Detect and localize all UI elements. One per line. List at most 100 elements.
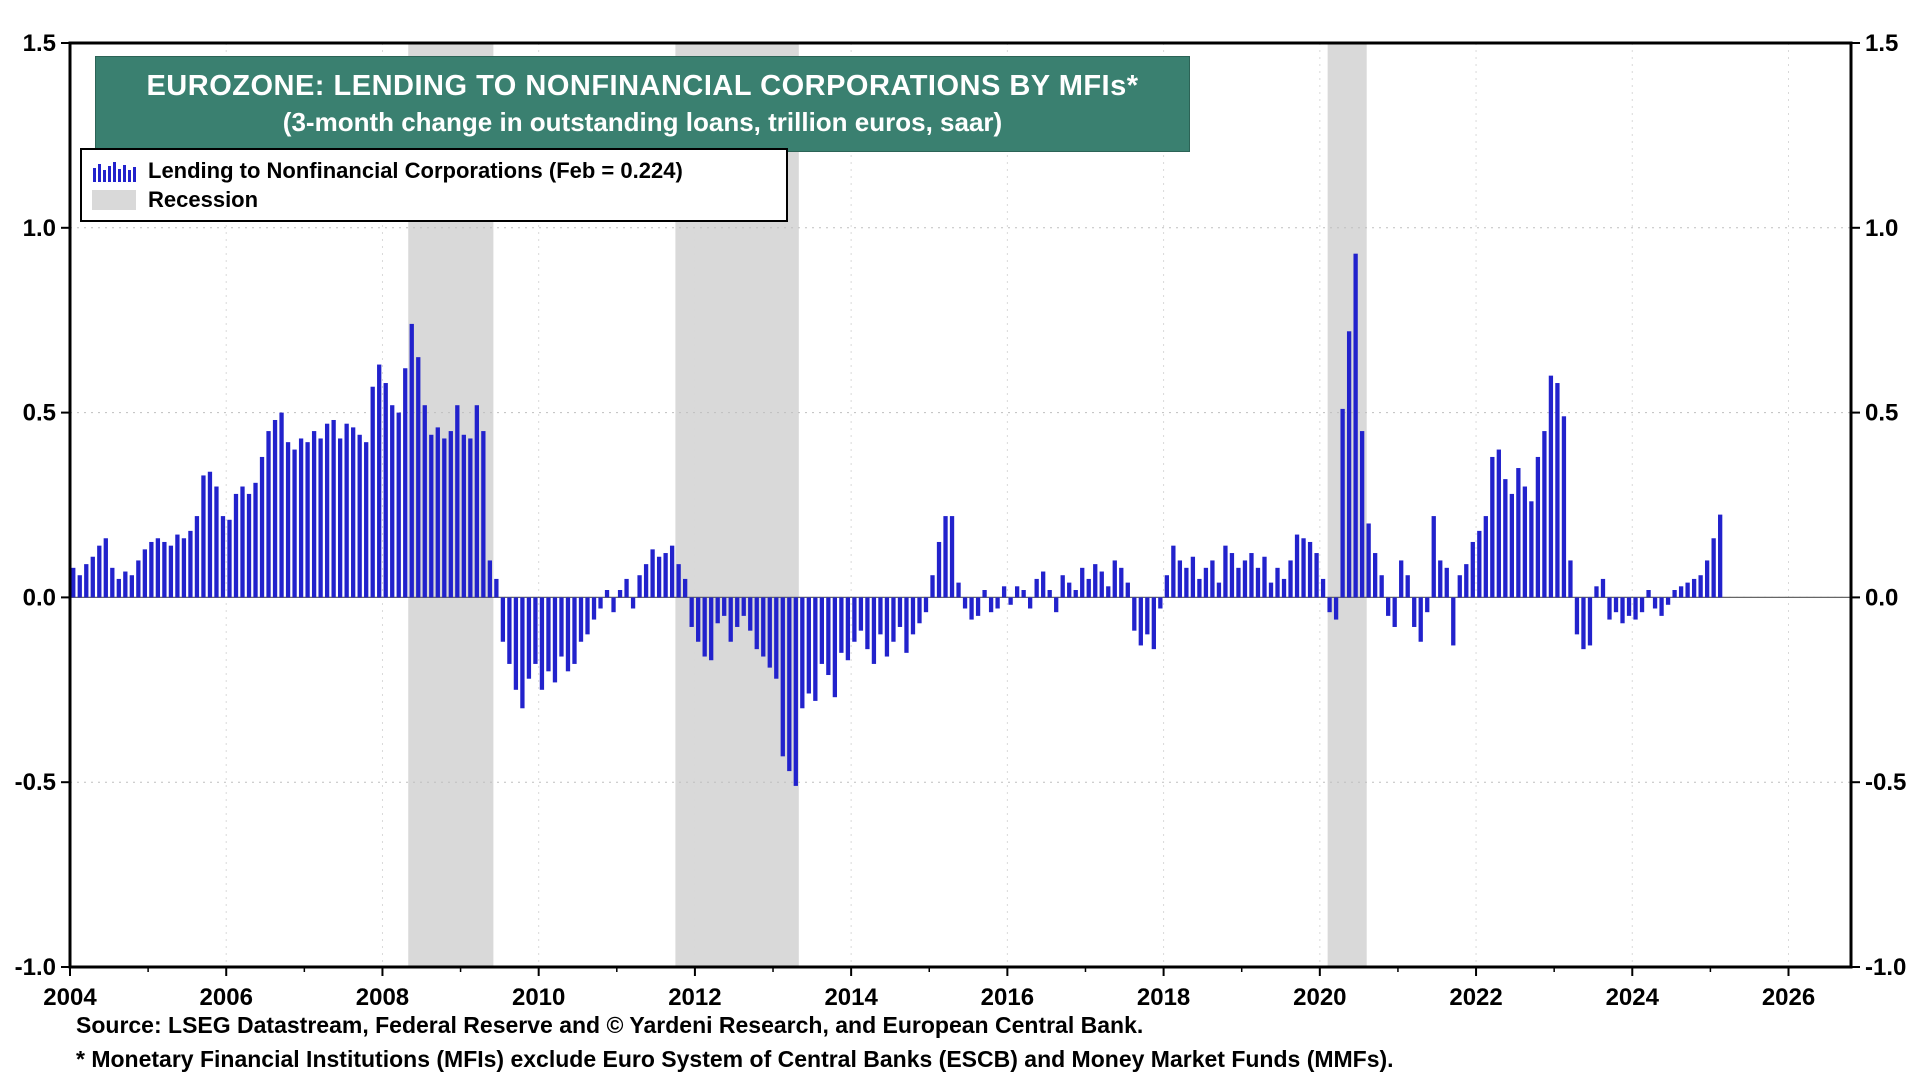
bar <box>884 597 890 657</box>
bar <box>305 442 310 598</box>
bar <box>383 383 388 598</box>
bar <box>995 597 1000 609</box>
bar <box>871 597 877 664</box>
bar <box>604 590 610 598</box>
chart-subtitle: (3-month change in outstanding loans, tr… <box>282 107 1003 137</box>
bar <box>1216 582 1222 598</box>
bar <box>279 412 284 598</box>
bar <box>923 597 929 613</box>
bar <box>682 578 688 598</box>
y-axis-label-right: 0.0 <box>1865 584 1898 611</box>
bar <box>1386 597 1391 616</box>
bar <box>1197 578 1202 598</box>
bar <box>539 597 545 690</box>
bar <box>572 597 577 664</box>
bar <box>852 597 857 642</box>
bar <box>1373 553 1378 598</box>
bar <box>201 475 206 598</box>
bar <box>448 431 453 598</box>
bar <box>103 538 108 598</box>
bar <box>585 597 590 635</box>
bar <box>409 323 414 598</box>
bar <box>253 482 258 598</box>
bar <box>1353 253 1358 598</box>
bar <box>943 516 948 598</box>
bar <box>1535 456 1541 598</box>
bar <box>1600 578 1606 598</box>
bar <box>819 597 824 664</box>
bar <box>233 493 239 598</box>
bar <box>969 597 974 620</box>
bar <box>865 597 870 650</box>
bar <box>1496 449 1501 598</box>
x-axis-label: 2014 <box>824 984 878 1011</box>
bar <box>709 597 714 661</box>
bar <box>1711 538 1716 598</box>
bar <box>1620 597 1625 624</box>
bar <box>1073 590 1078 598</box>
x-axis-label: 2006 <box>200 984 253 1011</box>
bar <box>526 597 532 679</box>
bar <box>806 597 811 694</box>
bar <box>1399 560 1404 598</box>
bar <box>1561 416 1567 598</box>
bar <box>390 405 395 598</box>
bar <box>598 597 603 609</box>
bar <box>1190 556 1196 598</box>
bar <box>546 597 551 672</box>
bar <box>1529 501 1534 598</box>
bar <box>1444 567 1449 598</box>
bar <box>1672 590 1677 598</box>
bar <box>1281 578 1287 598</box>
bar <box>1080 567 1085 598</box>
bar <box>246 493 252 598</box>
bar <box>1626 597 1632 616</box>
legend-series-row: Lending to Nonfinancial Corporations (Fe… <box>92 156 776 185</box>
bar <box>494 578 499 598</box>
y-axis-label-left: 1.0 <box>23 215 56 242</box>
bar <box>1379 575 1384 598</box>
x-axis-label: 2018 <box>1137 984 1190 1011</box>
bar <box>422 405 427 598</box>
bar <box>142 549 148 598</box>
bar <box>1691 578 1697 598</box>
bar <box>839 597 844 653</box>
bar <box>188 530 193 598</box>
bar <box>552 597 558 683</box>
bar <box>878 597 883 635</box>
bar <box>1477 530 1482 598</box>
bar <box>1685 582 1690 598</box>
bar <box>1503 479 1508 598</box>
bar <box>364 442 369 598</box>
bar <box>1359 431 1365 598</box>
bar <box>97 545 102 598</box>
x-axis-label: 2020 <box>1293 984 1346 1011</box>
bar <box>988 597 994 613</box>
bar <box>813 597 818 701</box>
bar <box>1405 575 1410 598</box>
chart-title: EUROZONE: LENDING TO NONFINANCIAL CORPOR… <box>146 70 1139 102</box>
bar <box>1333 597 1339 620</box>
bar <box>227 519 232 598</box>
bar <box>930 575 935 598</box>
bar <box>129 575 134 598</box>
bar <box>1327 597 1332 613</box>
bar <box>1457 575 1462 598</box>
bar <box>1659 597 1664 616</box>
bar <box>396 412 401 598</box>
bar <box>149 541 154 598</box>
x-axis-label: 2024 <box>1606 984 1660 1011</box>
bar <box>1145 597 1150 635</box>
plot-frame <box>68 41 1853 969</box>
bar <box>220 516 226 598</box>
bar <box>715 597 720 624</box>
bar <box>832 597 838 698</box>
bar <box>1203 567 1209 598</box>
bar <box>617 590 623 598</box>
bar <box>259 456 265 598</box>
bar <box>162 541 167 598</box>
bar <box>800 597 805 709</box>
bar <box>110 567 115 598</box>
bar <box>123 571 128 598</box>
bar <box>735 597 740 627</box>
